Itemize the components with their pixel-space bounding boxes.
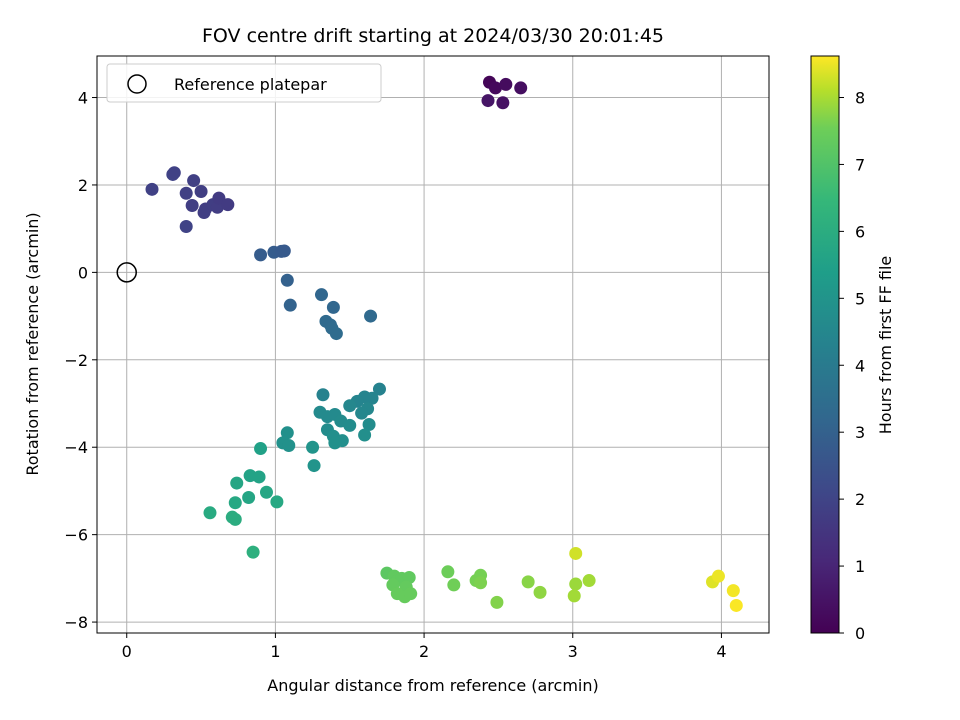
data-point: [514, 81, 528, 95]
data-point: [726, 584, 740, 598]
data-point: [228, 512, 242, 526]
x-axis: 0 1 2 3 4: [122, 633, 727, 661]
colorbar-tick-label: 8: [855, 89, 865, 108]
data-point: [307, 459, 321, 473]
colorbar-ticks: 0 1 2 3 4 5 6 7 8: [839, 89, 865, 643]
data-point: [280, 426, 294, 440]
colorbar-tick-label: 7: [855, 155, 865, 174]
x-tick-label: 4: [716, 642, 726, 661]
data-point: [567, 589, 581, 603]
data-point: [167, 166, 181, 180]
data-point: [242, 490, 256, 504]
data-point: [372, 382, 386, 396]
data-point: [404, 587, 418, 601]
data-point: [252, 470, 266, 484]
data-point: [490, 595, 504, 609]
data-point: [221, 198, 235, 212]
data-point: [316, 388, 330, 402]
data-point: [499, 77, 513, 91]
data-point: [212, 191, 226, 205]
legend-marker-reference: [127, 74, 147, 94]
data-point: [711, 569, 725, 583]
chart-title: FOV centre drift starting at 2024/03/30 …: [202, 25, 664, 47]
legend-box: [106, 63, 382, 103]
x-axis-label: Angular distance from reference (arcmin): [267, 676, 598, 695]
data-point: [364, 309, 378, 323]
colorbar-label: Hours from first FF file: [876, 256, 895, 435]
colorbar-tick-label: 5: [855, 289, 865, 308]
y-tick-label: 0: [78, 263, 88, 282]
axes-frame: [96, 55, 770, 634]
data-point: [280, 273, 294, 287]
data-point: [197, 205, 211, 219]
colorbar-tick-label: 2: [855, 490, 865, 509]
colorbar: 0 1 2 3 4 5 6 7 8 Hours from first FF file: [810, 55, 895, 643]
y-tick-label: −6: [64, 526, 88, 545]
colorbar-tick-label: 4: [855, 356, 865, 375]
data-point: [230, 476, 244, 490]
data-point: [358, 428, 372, 442]
data-point: [185, 198, 199, 212]
data-point: [306, 440, 320, 454]
y-tick-label: −4: [64, 438, 88, 457]
colorbar-tick-label: 0: [855, 624, 865, 643]
data-point: [343, 399, 357, 413]
legend-label-reference: Reference platepar: [174, 75, 327, 94]
plot-frame: [96, 55, 770, 634]
y-tick-label: −8: [64, 613, 88, 632]
data-point: [314, 288, 328, 302]
data-point: [187, 174, 201, 188]
reference-platepar-marker: [116, 262, 137, 283]
colorbar-tick-label: 6: [855, 222, 865, 241]
data-point: [729, 598, 743, 612]
data-point: [328, 436, 342, 450]
data-point: [282, 438, 296, 452]
data-point: [481, 94, 495, 108]
x-tick-label: 1: [270, 642, 280, 661]
y-axis: −8 −6 −4 −2 0 2 4: [64, 89, 97, 632]
colorbar-tick-label: 1: [855, 557, 865, 576]
data-point: [355, 406, 369, 420]
data-point: [488, 81, 502, 95]
colorbar-tick-label: 3: [855, 423, 865, 442]
data-point: [569, 577, 583, 591]
data-point: [329, 327, 343, 341]
data-point: [203, 506, 217, 520]
data-point: [474, 576, 488, 590]
y-axis-label: Rotation from reference (arcmin): [23, 212, 42, 475]
data-point: [179, 186, 193, 200]
data-point: [496, 96, 510, 110]
y-tick-label: −2: [64, 351, 88, 370]
data-point: [254, 442, 268, 456]
x-tick-label: 2: [419, 642, 429, 661]
y-tick-label: 4: [78, 89, 88, 108]
data-point: [228, 496, 242, 510]
grid: [97, 56, 769, 633]
data-points: [116, 75, 743, 612]
colorbar-gradient: [810, 55, 840, 634]
data-point: [259, 485, 273, 499]
data-point: [521, 575, 535, 589]
x-tick-label: 0: [122, 642, 132, 661]
data-point: [441, 565, 455, 579]
data-point: [270, 495, 284, 509]
data-point: [179, 219, 193, 233]
x-tick-label: 3: [568, 642, 578, 661]
y-tick-label: 2: [78, 176, 88, 195]
data-point: [533, 585, 547, 599]
data-point: [582, 574, 596, 588]
data-point: [447, 578, 461, 592]
data-point: [254, 248, 268, 262]
legend: Reference platepar: [106, 63, 382, 103]
data-point: [326, 300, 340, 314]
data-point: [283, 298, 297, 312]
data-point: [362, 417, 376, 431]
data-point: [194, 185, 208, 199]
data-point: [145, 182, 159, 196]
data-point: [569, 546, 583, 560]
data-point: [277, 244, 291, 258]
data-point: [343, 418, 357, 432]
data-point: [246, 545, 260, 559]
